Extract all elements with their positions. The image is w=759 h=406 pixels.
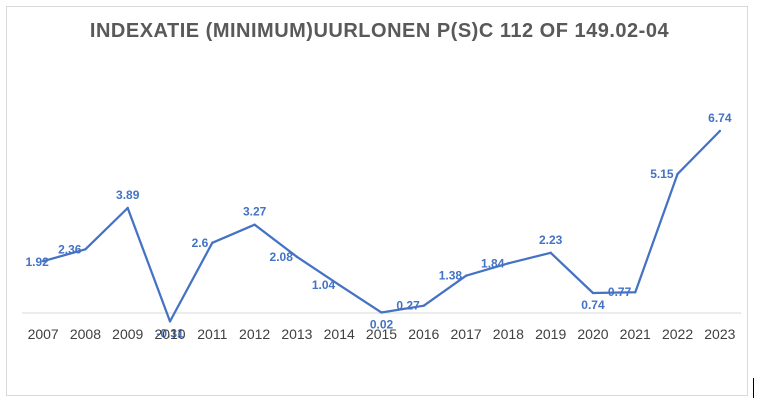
x-tick-label: 2009 (112, 326, 143, 342)
edge-divider (753, 378, 754, 398)
data-label: 1.84 (481, 256, 505, 270)
data-label: 5.15 (650, 167, 674, 181)
data-label: 2.08 (270, 250, 294, 264)
data-point (676, 172, 679, 176)
x-tick-label: 2014 (324, 326, 355, 342)
x-tick-label: 2017 (451, 326, 482, 342)
data-point (422, 304, 425, 307)
data-label: 1.38 (439, 269, 463, 283)
data-point (168, 320, 172, 323)
data-label: 2.23 (539, 233, 563, 247)
x-tick-label: 2008 (70, 326, 101, 342)
data-label: 0.74 (581, 298, 605, 312)
data-label: 3.89 (116, 188, 140, 202)
data-point (464, 274, 468, 277)
data-point (211, 241, 214, 244)
data-label: 0.02 (370, 317, 394, 331)
x-tick-label: 2007 (28, 326, 59, 342)
x-tick-label: 2020 (577, 326, 608, 342)
chart-title: INDEXATIE (MINIMUM)UURLONEN P(S)C 112 OF… (89, 20, 670, 42)
data-point (126, 206, 129, 210)
data-point (338, 283, 341, 287)
chart-frame (6, 6, 748, 396)
x-tick-label: 2015 (366, 326, 397, 342)
data-label: 3.27 (243, 205, 267, 219)
data-label: 2.6 (192, 236, 209, 250)
data-label: -0.31 (156, 326, 184, 340)
data-label: 0.27 (396, 299, 420, 313)
x-tick-label: 2021 (620, 326, 651, 342)
data-point (84, 248, 87, 251)
x-tick-label: 2019 (535, 326, 566, 342)
data-point (507, 262, 510, 265)
data-point (41, 259, 45, 263)
x-tick-label: 2022 (662, 326, 693, 342)
data-label: 1.04 (312, 278, 336, 292)
x-tick-label: 2011 (197, 326, 227, 342)
data-point (591, 291, 595, 295)
x-tick-label: 2010 (154, 326, 185, 342)
x-tick-label: 2012 (239, 326, 270, 342)
data-point (549, 251, 552, 254)
data-point (634, 291, 637, 294)
x-tick-label: 2013 (281, 326, 312, 342)
x-tick-label: 2018 (493, 326, 524, 342)
data-label: 1.92 (25, 255, 49, 269)
data-point (718, 129, 722, 133)
x-tick-label: 2016 (408, 326, 439, 342)
data-point (295, 255, 299, 259)
x-tick-label: 2023 (704, 326, 735, 342)
data-label: 0.77 (608, 285, 632, 299)
data-label: 6.74 (708, 111, 732, 125)
data-point (380, 311, 383, 314)
data-point (253, 223, 256, 226)
data-label: 2.36 (58, 242, 82, 256)
